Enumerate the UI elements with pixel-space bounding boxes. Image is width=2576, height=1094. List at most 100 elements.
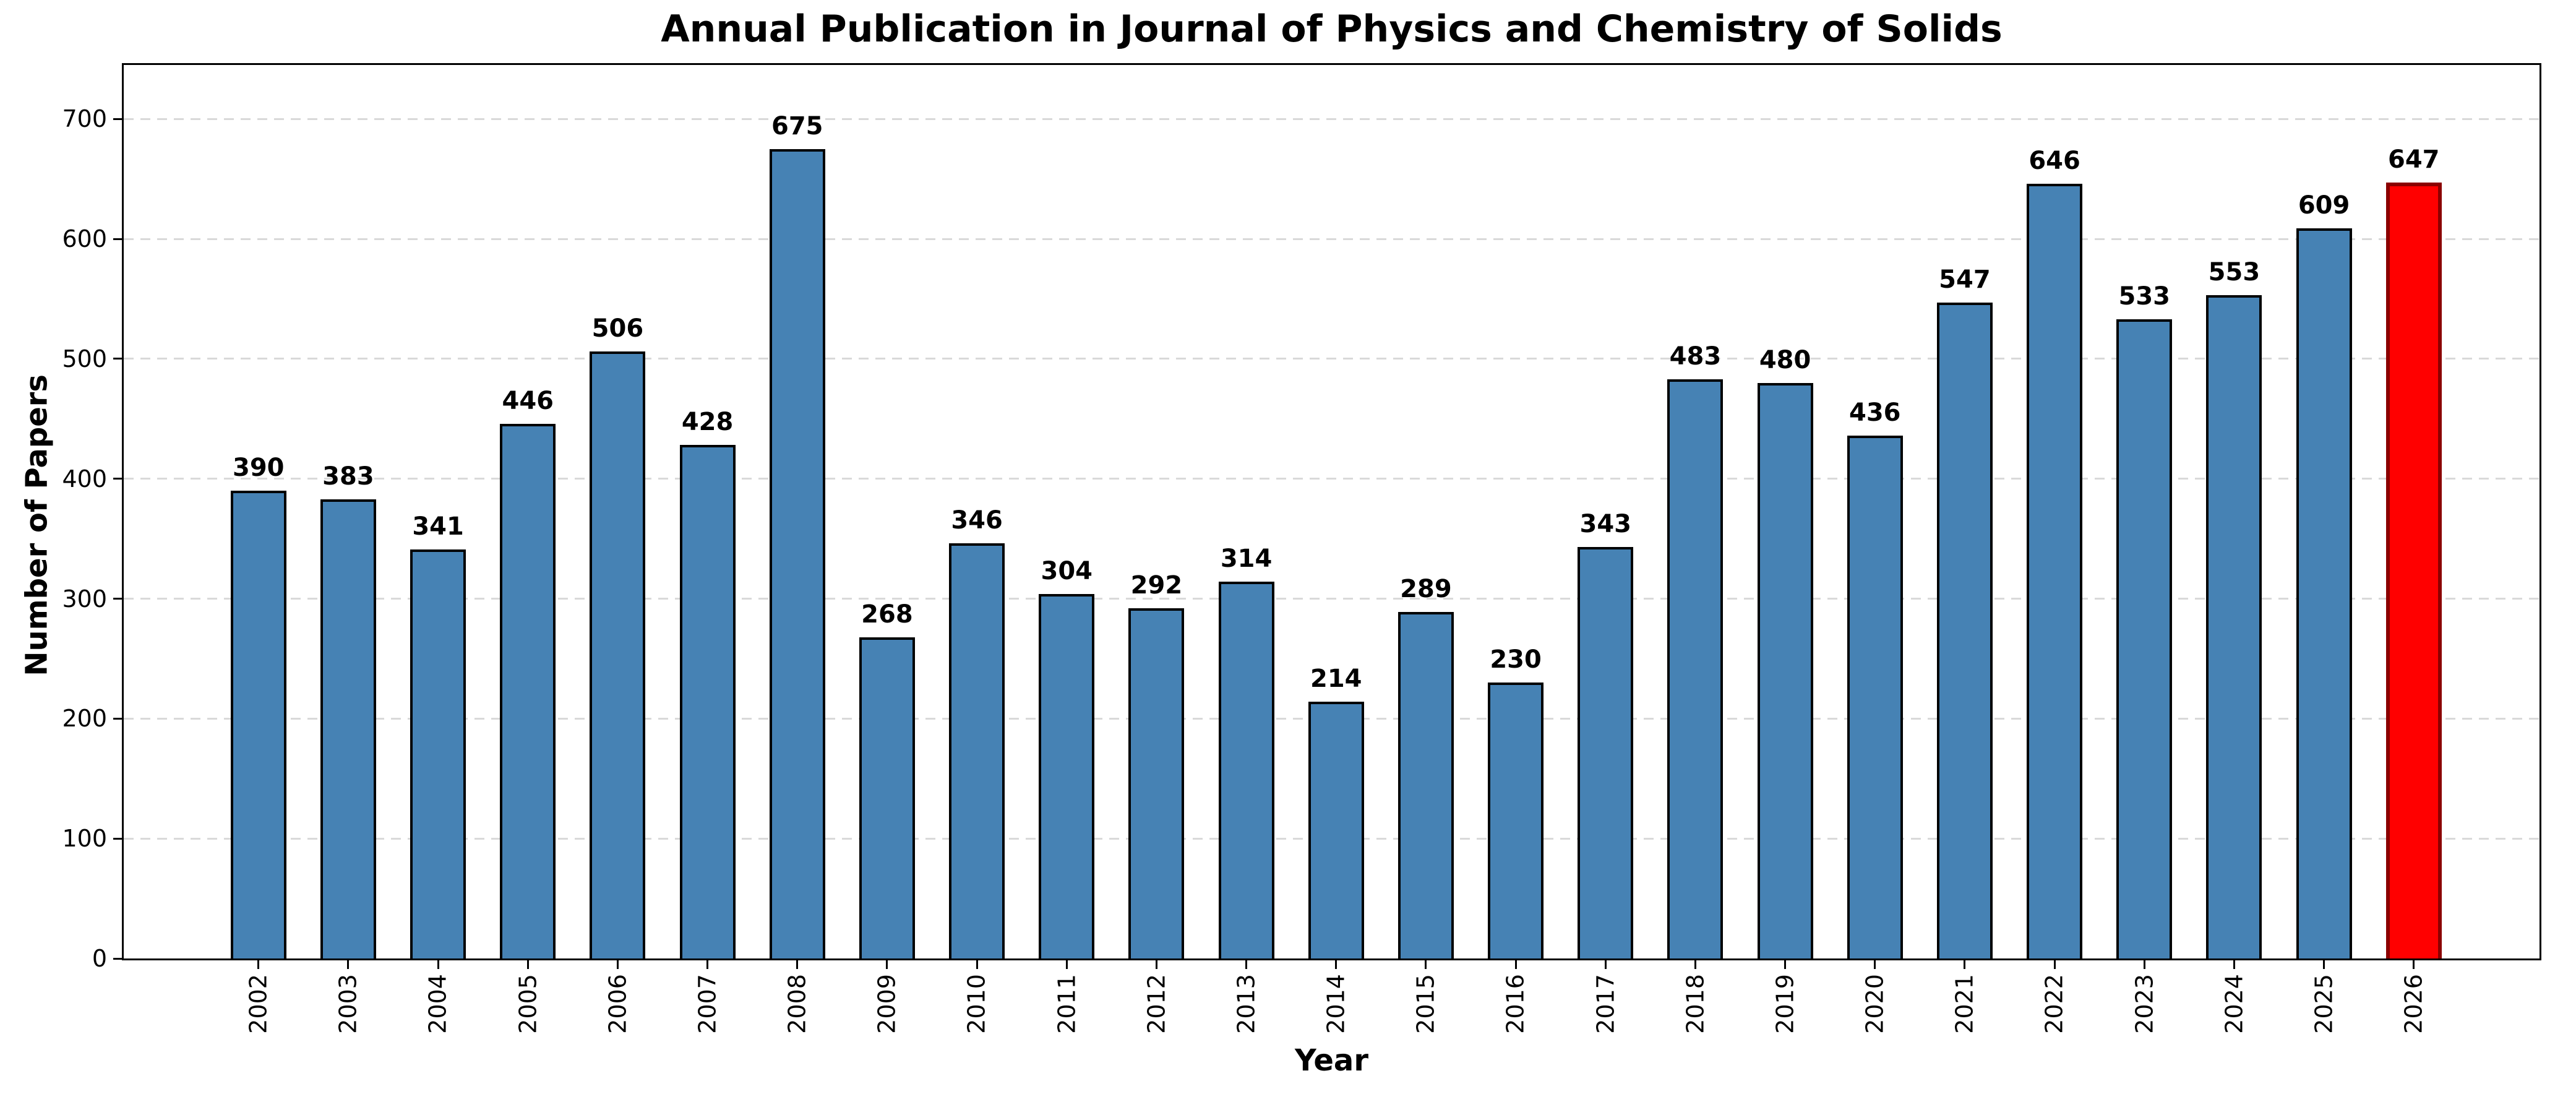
bar-value-label: 346: [951, 506, 1003, 535]
bar-value-label: 428: [681, 408, 734, 437]
gridline: [124, 598, 2540, 600]
x-tick-mark: [1694, 960, 1696, 969]
y-tick-mark: [113, 598, 122, 600]
bar-2018: [1667, 379, 1724, 958]
bar-value-label: 314: [1220, 545, 1273, 574]
bar-2005: [500, 423, 556, 958]
x-tick-mark: [2143, 960, 2145, 969]
x-tick-label-text: 2012: [1143, 974, 1170, 1034]
y-tick-label: 300: [62, 585, 107, 613]
bar-2010: [949, 543, 1005, 958]
x-tick-mark: [1604, 960, 1607, 969]
x-tick-label-text: 2007: [693, 974, 721, 1034]
bar-2006: [590, 351, 646, 958]
bar-2008: [769, 149, 825, 958]
bar-2023: [2116, 319, 2173, 958]
y-tick-label: 200: [62, 705, 107, 733]
plot-area: 390 383 341 446 506 428 675 268 346 304 292 314 214 2…: [124, 65, 2540, 958]
bar-value-label: 230: [1490, 645, 1542, 674]
bar-value-label: 547: [1939, 265, 1991, 294]
x-tick-label-text: 2022: [2041, 974, 2069, 1034]
right-spine: [2540, 63, 2541, 960]
bar-2016: [1488, 683, 1544, 958]
bar-value-label: 647: [2388, 145, 2440, 174]
y-tick-label: 100: [62, 825, 107, 853]
bar-2026: [2385, 182, 2442, 958]
bar-value-label: 436: [1849, 398, 1901, 427]
x-tick-mark: [796, 960, 799, 969]
x-tick-label-text: 2021: [1951, 974, 1978, 1034]
x-tick-mark: [1964, 960, 1966, 969]
x-tick-label-text: 2011: [1053, 974, 1081, 1034]
x-tick-label-text: 2015: [1412, 974, 1440, 1034]
bar-value-label: 289: [1400, 574, 1452, 603]
x-tick-mark: [2053, 960, 2056, 969]
top-spine: [122, 63, 2541, 65]
y-tick-mark: [113, 118, 122, 120]
x-tick-label-text: 2020: [1861, 974, 1889, 1034]
y-tick-label: 500: [62, 345, 107, 373]
y-tick-label: 0: [92, 945, 107, 972]
bar-2020: [1847, 435, 1903, 958]
x-tick-mark: [437, 960, 439, 969]
bar-value-label: 214: [1310, 665, 1362, 694]
x-tick-label-text: 2006: [604, 974, 632, 1034]
bar-value-label: 292: [1130, 571, 1183, 600]
x-tick-label-text: 2009: [873, 974, 901, 1034]
x-tick-label-text: 2008: [783, 974, 811, 1034]
bar-2003: [320, 499, 376, 958]
x-tick-label-text: 2025: [2310, 974, 2338, 1034]
x-tick-mark: [257, 960, 260, 969]
bar-value-label: 304: [1041, 556, 1093, 585]
bar-2019: [1757, 382, 1813, 958]
x-tick-label-text: 2026: [2400, 974, 2428, 1034]
y-tick-mark: [113, 717, 122, 720]
x-tick-mark: [2413, 960, 2415, 969]
y-tick-label: 600: [62, 225, 107, 253]
bar-2021: [1936, 302, 1993, 958]
bar-2014: [1308, 702, 1364, 958]
x-tick-mark: [1514, 960, 1517, 969]
bar-2011: [1039, 593, 1095, 958]
bar-value-label: 506: [591, 314, 644, 343]
x-tick-label-text: 2013: [1232, 974, 1260, 1034]
x-tick-mark: [526, 960, 529, 969]
bar-value-label: 268: [861, 600, 913, 629]
bar-2007: [679, 445, 736, 958]
bar-value-label: 390: [233, 454, 285, 483]
bar-2012: [1128, 608, 1185, 958]
bar-2002: [230, 491, 286, 958]
bottom-spine: [122, 958, 2541, 960]
x-tick-label-text: 2024: [2220, 974, 2248, 1034]
x-tick-label-text: 2016: [1502, 974, 1530, 1034]
x-axis-label: Year: [1295, 1043, 1368, 1078]
x-tick-mark: [2233, 960, 2235, 969]
x-tick-label-text: 2017: [1592, 974, 1620, 1034]
bar-2022: [2027, 183, 2083, 958]
gridline: [124, 358, 2540, 360]
x-tick-mark: [1784, 960, 1787, 969]
bar-value-label: 553: [2208, 258, 2260, 287]
y-tick-mark: [113, 478, 122, 480]
bar-value-label: 646: [2029, 146, 2080, 175]
x-tick-mark: [2323, 960, 2325, 969]
x-tick-label-text: 2004: [424, 974, 452, 1034]
bar-value-label: 383: [322, 462, 374, 491]
chart-title: Annual Publication in Journal of Physics…: [661, 7, 2003, 51]
x-tick-mark: [347, 960, 350, 969]
x-tick-mark: [1245, 960, 1248, 969]
bar-value-label: 480: [1759, 345, 1811, 374]
bar-value-label: 343: [1579, 510, 1632, 539]
x-tick-mark: [1335, 960, 1337, 969]
x-tick-label-text: 2023: [2131, 974, 2158, 1034]
x-tick-mark: [616, 960, 619, 969]
y-tick-mark: [113, 238, 122, 240]
gridline: [124, 238, 2540, 240]
y-tick-mark: [113, 957, 122, 960]
bar-2024: [2206, 295, 2262, 958]
x-tick-mark: [886, 960, 888, 969]
bar-value-label: 483: [1669, 342, 1722, 371]
y-tick-label: 700: [62, 105, 107, 133]
y-tick-mark: [113, 358, 122, 360]
bar-2017: [1578, 547, 1634, 958]
